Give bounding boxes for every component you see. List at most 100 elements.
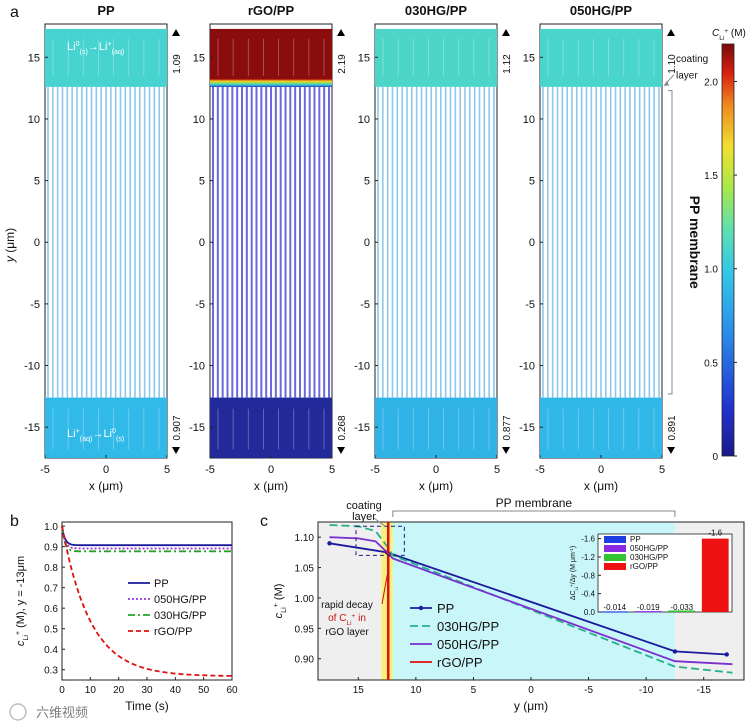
x-axis-label: Time (s)	[125, 699, 169, 713]
inset-value-label: -1.6	[708, 529, 722, 538]
reaction-bottom-label: Li+(aq)→Li0(s)	[67, 427, 124, 443]
y-tick-label: 0.6	[44, 604, 58, 615]
x-axis-label: x (μm)	[584, 479, 618, 493]
inset-y-tick-label: -1.6	[581, 535, 595, 544]
x-axis-label: x (μm)	[419, 479, 453, 493]
y-tick-label: -10	[519, 361, 535, 373]
x-tick-label: 15	[353, 685, 365, 696]
y-tick-label: 0.7	[44, 584, 58, 595]
inset-y-tick-label: -0.8	[581, 571, 595, 580]
y-tick-label: 5	[529, 176, 535, 188]
y-tick-label: 0.8	[44, 563, 58, 574]
rapid-decay-label: of CLi+ in	[328, 613, 366, 627]
membrane-bracket	[668, 90, 673, 395]
x-axis-label: y (μm)	[514, 699, 548, 713]
reservoir-region	[318, 522, 382, 680]
y-tick-label: 0	[199, 237, 205, 249]
x-tick-label: 40	[170, 685, 182, 696]
inset-legend-label: rGO/PP	[630, 562, 658, 571]
bottom-value-label: 0.268	[337, 415, 348, 440]
y-tick-label: 0	[34, 237, 40, 249]
inset-bar	[634, 611, 662, 613]
series-line	[329, 542, 727, 656]
rapid-decay-label: rapid decay	[321, 600, 373, 611]
x-tick-label: 10	[85, 685, 97, 696]
inset-legend-label: 050HG/PP	[630, 544, 668, 553]
y-tick-label: -15	[24, 422, 40, 434]
x-tick-label: -5	[205, 464, 215, 476]
colorbar: 0 0.5 1.0 1.5 2.0 CLi+ (M)	[704, 28, 746, 464]
down-triangle-icon	[502, 447, 510, 454]
y-tick-label: -5	[30, 299, 40, 311]
x-tick-label: 5	[494, 464, 500, 476]
down-triangle-icon	[337, 447, 345, 454]
colorbar-tick-label: 1.0	[704, 265, 718, 276]
y-tick-label: 10	[523, 114, 535, 126]
pp-membrane-label: PP membrane	[687, 196, 703, 289]
y-tick-label: -5	[195, 299, 205, 311]
bottom-reservoir	[210, 397, 332, 458]
top-reservoir	[375, 28, 497, 87]
rapid-decay-label: rGO layer	[325, 627, 369, 638]
y-tick-label: 0	[529, 237, 535, 249]
up-triangle-icon	[172, 29, 180, 36]
inset-legend-label: PP	[630, 535, 641, 544]
x-tick-label: 60	[226, 685, 238, 696]
x-tick-label: 0	[59, 685, 65, 696]
legend-label: PP	[154, 578, 169, 590]
colorbar-tick-label: 1.5	[704, 171, 718, 182]
legend-label: 030HG/PP	[154, 610, 207, 622]
inset-legend-swatch	[604, 545, 626, 552]
bottom-value-label: 0.877	[502, 415, 513, 440]
y-tick-label: 15	[193, 52, 205, 64]
y-tick-label: -10	[189, 361, 205, 373]
pp-membrane-label: PP membrane	[496, 496, 573, 510]
y-axis-label: y (μm)	[3, 228, 17, 263]
inset-y-axis-label: ΔCLi+/Δy (M μm-1)	[569, 546, 579, 600]
inset-value-label: -0.014	[603, 603, 626, 612]
series-line	[61, 525, 232, 677]
map-panel-title: rGO/PP	[248, 3, 295, 18]
top-value-label: 1.10	[667, 54, 678, 74]
y-tick-label: 10	[28, 114, 40, 126]
colorbar-tick-label: 2.0	[704, 77, 718, 88]
y-tick-label: -5	[525, 299, 535, 311]
colorbar-tick-label: 0	[712, 452, 718, 463]
x-tick-label: 10	[410, 685, 422, 696]
coating-layer-label: layer	[676, 70, 698, 81]
y-tick-label: 15	[28, 52, 40, 64]
bottom-value-label: 0.907	[172, 415, 183, 440]
y-tick-label: -10	[354, 361, 370, 373]
inset-bar	[701, 538, 729, 612]
legend-label: rGO/PP	[154, 626, 193, 638]
x-axis-label: x (μm)	[254, 479, 288, 493]
legend-label: PP	[437, 601, 454, 616]
y-tick-label: 0.4	[44, 645, 58, 656]
top-reservoir	[210, 28, 332, 87]
colorbar-title: CLi+ (M)	[712, 28, 746, 42]
bottom-reservoir	[540, 397, 662, 458]
panel-c-profile-chart: 15 10 5 0 -5 -10 -15 0.90 0.95 1.00 1.05 1.10 y (μm)…	[272, 496, 745, 713]
inset-y-tick-label: -1.2	[581, 553, 595, 562]
down-triangle-icon	[172, 447, 180, 454]
y-tick-label: 0	[364, 237, 370, 249]
x-tick-label: -5	[535, 464, 545, 476]
legend-label: 030HG/PP	[437, 619, 499, 634]
panel-b-time-chart: 0 10 20 30 40 50 60 0.3 0.4 0.5 0.6 0.7 0.8 0.9 1.0 Tim…	[14, 521, 238, 713]
y-tick-label: 5	[34, 176, 40, 188]
watermark: 六维视频	[9, 703, 88, 721]
series-line	[61, 525, 232, 553]
up-triangle-icon	[337, 29, 345, 36]
map-panel: 030HG/PP 15 10 5 0 -5 -10 -15 -5 0 5 x (μm) 1.12 0.87…	[354, 3, 513, 493]
top-reservoir	[540, 28, 662, 87]
zoom-box	[355, 525, 405, 556]
legend-label: rGO/PP	[437, 655, 483, 670]
y-tick-label: -15	[354, 422, 370, 434]
up-triangle-icon	[667, 29, 675, 36]
x-tick-label: -15	[696, 685, 711, 696]
inset-legend-swatch	[604, 536, 626, 543]
coating-label-line1: coating	[346, 500, 381, 512]
reaction-top-label: Li0(s)→Li+(aq)	[67, 40, 124, 56]
x-tick-label: 30	[141, 685, 153, 696]
panel-label-c: c	[260, 513, 268, 530]
